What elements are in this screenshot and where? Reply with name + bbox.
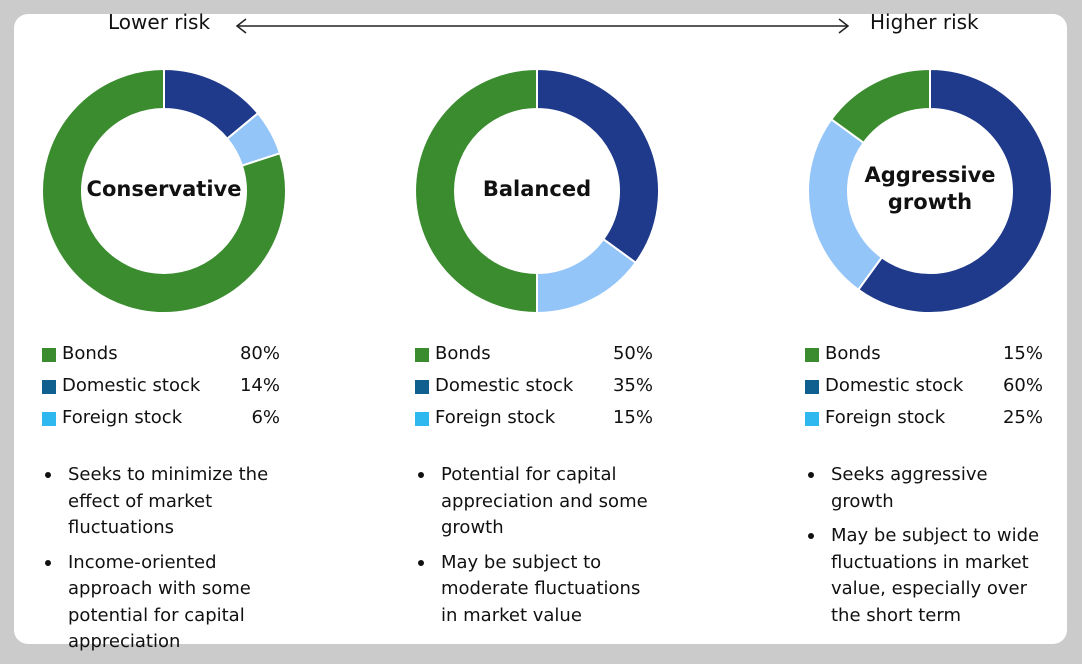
legend-value: 6%: [251, 407, 280, 428]
legend-label: Domestic stock: [62, 375, 201, 396]
bonds-swatch: [415, 348, 429, 362]
legend-row-foreign-stock: Foreign stock 15%: [415, 406, 653, 438]
bullet-item: Income-oriented approach with some poten…: [42, 550, 282, 656]
legend-label: Domestic stock: [825, 375, 964, 396]
higher-risk-label: Higher risk: [870, 10, 979, 34]
foreign-stock-swatch: [415, 412, 429, 426]
legend-value: 35%: [612, 375, 653, 396]
bullet-item: May be subject to wide fluctuations in m…: [805, 523, 1055, 629]
legend-value: 50%: [612, 343, 653, 364]
balanced-title: Balanced: [482, 177, 592, 201]
conservative-bullets: Seeks to minimize the effect of market f…: [42, 462, 282, 664]
balanced-donut-chart: [414, 68, 660, 314]
legend-row-foreign-stock: Foreign stock 6%: [42, 406, 280, 438]
legend-label: Bonds: [62, 343, 118, 364]
aggressive-growth-bullets: Seeks aggressive growth May be subject t…: [805, 462, 1055, 637]
bonds-slice: [829, 68, 931, 145]
legend-label: Foreign stock: [435, 407, 556, 428]
balanced-bullets: Potential for capital appreciation and s…: [415, 462, 660, 637]
legend-value: 60%: [1002, 375, 1043, 396]
bullet-item: Potential for capital appreciation and s…: [415, 462, 660, 542]
bullet-item: Seeks aggressive growth: [805, 462, 1055, 515]
legend-label: Bonds: [435, 343, 491, 364]
foreign-stock-swatch: [42, 412, 56, 426]
domestic-stock-swatch: [415, 380, 429, 394]
bonds-swatch: [42, 348, 56, 362]
legend-label: Bonds: [825, 343, 881, 364]
legend-value: 15%: [612, 407, 653, 428]
legend-label: Domestic stock: [435, 375, 574, 396]
foreign-stock-swatch: [805, 412, 819, 426]
bonds-slice: [41, 68, 287, 314]
legend-value: 80%: [239, 343, 280, 364]
conservative-legend: Bonds 80% Domestic stock 14% Foreign sto…: [42, 342, 280, 438]
domestic-stock-slice: [536, 68, 660, 265]
risk-scale-arrow: [235, 18, 850, 34]
legend-row-bonds: Bonds 80%: [42, 342, 280, 374]
aggressive-growth-title: Aggressive growth: [864, 163, 996, 214]
conservative-donut-chart: [41, 68, 287, 314]
legend-row-domestic-stock: Domestic stock 60%: [805, 374, 1043, 406]
legend-row-foreign-stock: Foreign stock 25%: [805, 406, 1043, 438]
legend-row-bonds: Bonds 15%: [805, 342, 1043, 374]
bullet-item: May be subject to moderate fluctuations …: [415, 550, 660, 630]
aggressive-growth-donut-chart: [807, 68, 1053, 314]
bullet-item: Seeks to minimize the effect of market f…: [42, 462, 282, 542]
conservative-title: Conservative: [86, 177, 242, 201]
lower-risk-label: Lower risk: [108, 10, 211, 34]
legend-value: 15%: [1002, 343, 1043, 364]
balanced-legend: Bonds 50% Domestic stock 35% Foreign sto…: [415, 342, 653, 438]
bonds-swatch: [805, 348, 819, 362]
legend-label: Foreign stock: [825, 407, 946, 428]
domestic-stock-slice: [856, 68, 1053, 314]
aggressive-growth-legend: Bonds 15% Domestic stock 60% Foreign sto…: [805, 342, 1043, 438]
bonds-slice: [414, 68, 538, 314]
legend-row-bonds: Bonds 50%: [415, 342, 653, 374]
legend-label: Foreign stock: [62, 407, 183, 428]
legend-value: 25%: [1002, 407, 1043, 428]
domestic-stock-swatch: [42, 380, 56, 394]
domestic-stock-swatch: [805, 380, 819, 394]
legend-value: 14%: [239, 375, 280, 396]
legend-row-domestic-stock: Domestic stock 14%: [42, 374, 280, 406]
legend-row-domestic-stock: Domestic stock 35%: [415, 374, 653, 406]
